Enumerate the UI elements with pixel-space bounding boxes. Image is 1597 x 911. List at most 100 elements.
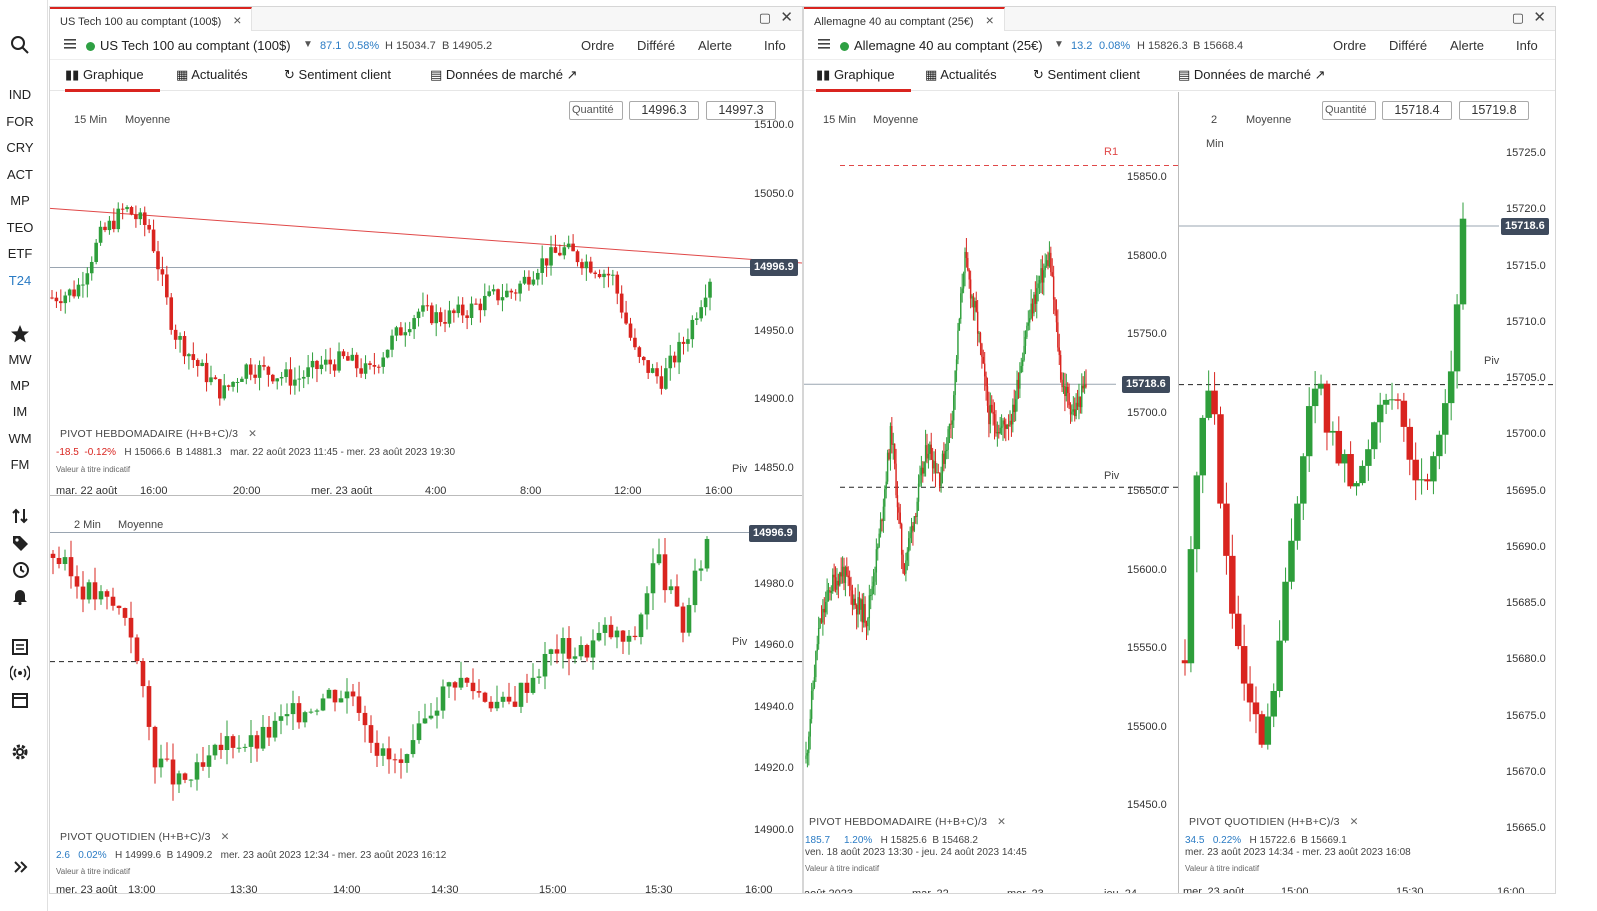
deferred-order-button[interactable]: Différé bbox=[637, 38, 676, 53]
tab-news-label: Actualités bbox=[191, 67, 248, 82]
chevron-down-icon[interactable]: ▼ bbox=[303, 39, 313, 50]
indicator-label[interactable]: Moyenne bbox=[873, 114, 919, 126]
chart-pane-2min[interactable]: 2 Min Moyenne PIVOT QUOTIDIEN (H+B+C)/3 ✕… bbox=[50, 497, 802, 894]
tab-close-icon[interactable]: × bbox=[985, 12, 994, 28]
window-tab[interactable]: Allemagne 40 au comptant (25€) × bbox=[804, 7, 1005, 31]
deferred-order-button[interactable]: Différé bbox=[1389, 38, 1428, 53]
sell-price-button[interactable]: 14996.3 bbox=[629, 101, 699, 120]
indicator-label[interactable]: Moyenne bbox=[125, 114, 171, 126]
sell-price-button[interactable]: 15718.4 bbox=[1382, 101, 1452, 120]
candle bbox=[628, 323, 633, 338]
candle bbox=[169, 297, 174, 330]
sidebar-item-wm[interactable]: WM bbox=[8, 431, 32, 446]
sidebar-item-cry[interactable]: CRY bbox=[6, 140, 34, 155]
chart-pane-15min[interactable]: 15 Min Moyenne Quantité 14996.3 14997.3 … bbox=[50, 92, 802, 496]
sidebar-item-im[interactable]: IM bbox=[12, 404, 28, 419]
history-icon[interactable] bbox=[9, 559, 31, 581]
chart-pane-15min[interactable]: 15 Min Moyenne PIVOT HEBDOMADAIRE (H+B+C… bbox=[804, 92, 1179, 894]
sidebar-item-fm[interactable]: FM bbox=[10, 457, 30, 472]
gear-icon[interactable] bbox=[9, 741, 31, 763]
maximize-icon[interactable]: ▢ bbox=[1511, 10, 1524, 25]
candlestick-chart[interactable] bbox=[804, 92, 1179, 894]
candle bbox=[571, 243, 575, 252]
candle bbox=[1459, 218, 1467, 305]
candle bbox=[549, 247, 553, 266]
tag-icon[interactable] bbox=[9, 532, 31, 554]
order-button[interactable]: Ordre bbox=[581, 38, 615, 53]
candle bbox=[344, 691, 350, 699]
tab-news[interactable]: ▦ Actualités bbox=[176, 67, 248, 83]
order-button[interactable]: Ordre bbox=[1333, 38, 1367, 53]
candle bbox=[614, 630, 620, 638]
interval-label[interactable]: 2 Min bbox=[74, 519, 101, 531]
sidebar-item-etf[interactable]: ETF bbox=[7, 246, 33, 261]
candle bbox=[496, 289, 500, 301]
sidebar-item-for[interactable]: FOR bbox=[6, 114, 34, 129]
interval-label[interactable]: 15 Min bbox=[823, 114, 857, 126]
sidebar-item-ind[interactable]: IND bbox=[8, 87, 32, 102]
hamburger-menu-icon[interactable] bbox=[64, 38, 76, 53]
interval-unit-label[interactable]: Min bbox=[1206, 138, 1224, 150]
tab-market-data[interactable]: ▤ Données de marché ↗ bbox=[430, 67, 578, 83]
interval-label[interactable]: 15 Min bbox=[74, 114, 108, 126]
alert-button[interactable]: Alerte bbox=[698, 38, 732, 53]
candle bbox=[518, 283, 522, 294]
close-icon[interactable]: ✕ bbox=[220, 831, 230, 843]
interval-label[interactable]: 2 bbox=[1211, 114, 1218, 126]
sidebar-item-mp2[interactable]: MP bbox=[10, 378, 30, 393]
indicator-label[interactable]: Moyenne bbox=[1246, 114, 1292, 126]
sidebar-item-t24[interactable]: T24 bbox=[8, 273, 32, 288]
calendar-list-icon[interactable] bbox=[9, 636, 31, 658]
candle bbox=[650, 563, 656, 594]
tab-sentiment[interactable]: ↻ Sentiment client bbox=[284, 67, 391, 83]
tab-chart[interactable]: ▮▮ Graphique bbox=[65, 67, 160, 92]
alert-button[interactable]: Alerte bbox=[1450, 38, 1484, 53]
candle bbox=[882, 506, 885, 522]
candle bbox=[841, 566, 844, 577]
chevron-down-icon[interactable]: ▼ bbox=[1054, 39, 1064, 50]
candle bbox=[1055, 310, 1058, 323]
candle bbox=[898, 507, 900, 513]
bell-icon[interactable] bbox=[9, 585, 31, 607]
tab-chart[interactable]: ▮▮ Graphique bbox=[816, 67, 911, 92]
chart-pane-2min[interactable]: 2 Min Moyenne Quantité 15718.4 15719.8 P… bbox=[1179, 92, 1556, 894]
close-icon[interactable]: ✕ bbox=[248, 428, 258, 440]
sidebar-item-act[interactable]: ACT bbox=[7, 167, 33, 182]
candle bbox=[1371, 422, 1378, 450]
close-icon[interactable]: ✕ bbox=[997, 816, 1007, 828]
instrument-name[interactable]: Allemagne 40 au comptant (25€) bbox=[854, 38, 1043, 53]
info-button[interactable]: Info bbox=[1516, 38, 1538, 53]
tab-sentiment[interactable]: ↻ Sentiment client bbox=[1033, 67, 1140, 83]
candlestick-chart[interactable] bbox=[50, 497, 802, 894]
quantity-input[interactable]: Quantité bbox=[1322, 101, 1376, 120]
candle bbox=[428, 715, 434, 719]
sidebar-item-teo[interactable]: TEO bbox=[6, 220, 34, 235]
info-button[interactable]: Info bbox=[764, 38, 786, 53]
buy-price-button[interactable]: 15719.8 bbox=[1459, 101, 1529, 120]
indicator-label[interactable]: Moyenne bbox=[118, 519, 164, 531]
calendar-icon[interactable] bbox=[9, 689, 31, 711]
candlestick-chart[interactable] bbox=[1179, 92, 1556, 894]
close-icon[interactable]: ✕ bbox=[1533, 9, 1546, 26]
candle bbox=[182, 335, 187, 357]
tab-market-data[interactable]: ▤ Données de marché ↗ bbox=[1178, 67, 1326, 83]
candle bbox=[1044, 265, 1046, 271]
quantity-input[interactable]: Quantité bbox=[569, 101, 623, 120]
sidebar-item-mw[interactable]: MW bbox=[8, 352, 32, 367]
transfer-icon[interactable] bbox=[9, 505, 31, 527]
window-tab[interactable]: US Tech 100 au comptant (100$) × bbox=[50, 7, 253, 31]
tab-close-icon[interactable]: × bbox=[233, 12, 242, 28]
buy-price-button[interactable]: 14997.3 bbox=[706, 101, 776, 120]
maximize-icon[interactable]: ▢ bbox=[758, 10, 771, 25]
tab-news[interactable]: ▦ Actualités bbox=[925, 67, 997, 83]
sidebar-item-mp[interactable]: MP bbox=[10, 193, 30, 208]
broadcast-icon[interactable] bbox=[9, 662, 31, 684]
expand-icon[interactable] bbox=[9, 856, 31, 878]
star-icon[interactable] bbox=[9, 323, 31, 345]
hamburger-menu-icon[interactable] bbox=[818, 38, 830, 53]
close-icon[interactable]: ✕ bbox=[780, 9, 793, 26]
close-icon[interactable]: ✕ bbox=[1349, 816, 1359, 828]
search-icon[interactable] bbox=[9, 34, 31, 56]
instrument-name[interactable]: US Tech 100 au comptant (100$) bbox=[100, 38, 291, 53]
candlestick-chart[interactable] bbox=[50, 92, 802, 496]
